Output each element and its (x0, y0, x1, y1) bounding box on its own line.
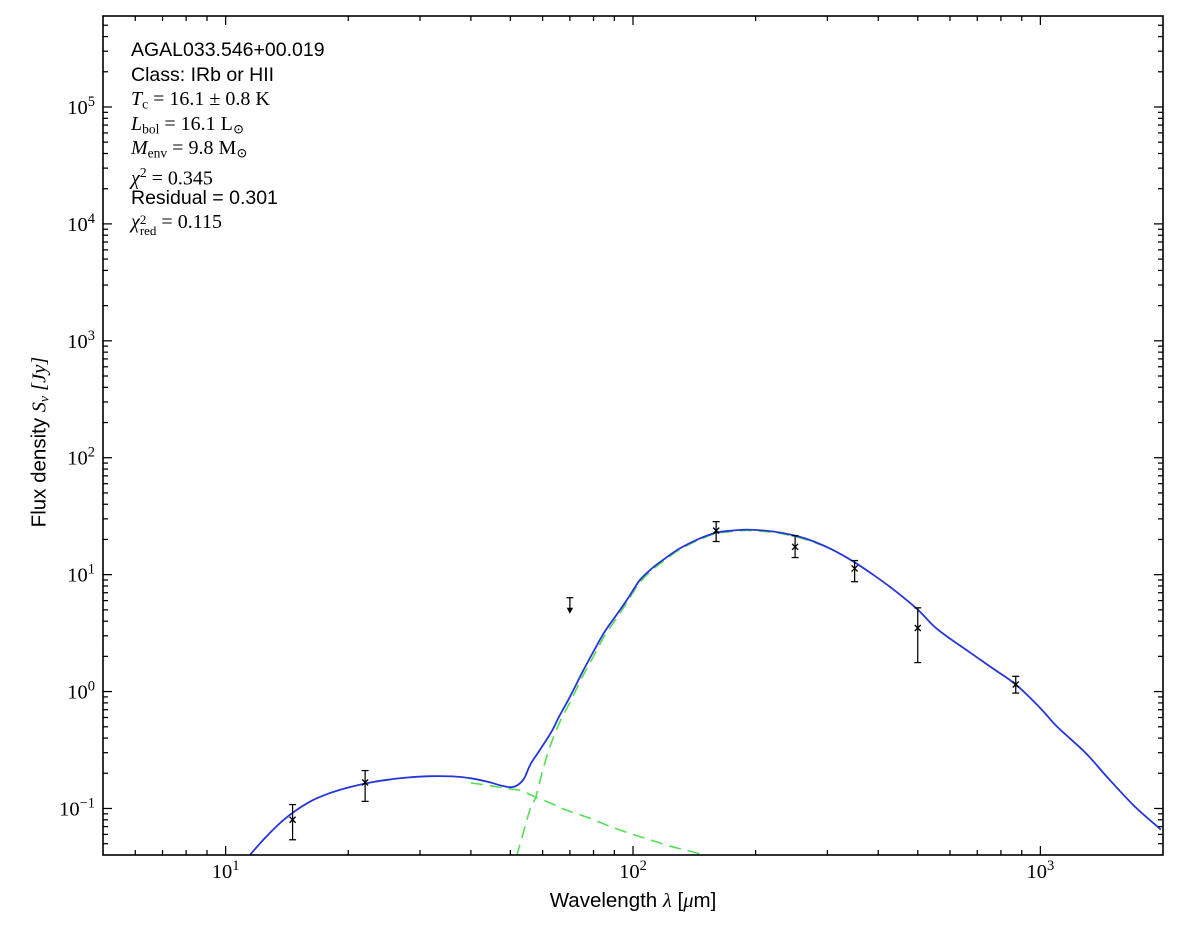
text-segment: λ (662, 890, 672, 912)
text-segment: bol (142, 121, 160, 137)
annotation-chi-square-reduced: χ 2 red = 0.115 (131, 210, 325, 238)
text-segment: L (131, 112, 143, 135)
data-point (712, 521, 720, 543)
y-tick-label: 10−1 (59, 795, 95, 820)
text-segment: ν (36, 395, 52, 402)
text-segment: ⊙ (236, 145, 248, 161)
text-segment: ] (28, 356, 51, 365)
annotation-class-line: Class: IRb or HII (131, 63, 325, 88)
text-segment: [ (28, 382, 51, 396)
x-tick-label: 102 (619, 858, 647, 883)
text-segment: Wavelength (549, 889, 663, 912)
text-segment: S (28, 401, 51, 413)
annotation-chi-square: χ2 = 0.345 (131, 161, 325, 190)
y-tick-label: 100 (67, 679, 95, 704)
upper-limit-arrow (566, 597, 574, 614)
x-axis-label: Wavelength λ [μm] (550, 889, 717, 913)
fit-annotation-block: AGAL033.546+00.019 Class: IRb or HII Tc = … (131, 38, 325, 238)
annotation-temperature: Tc = 16.1 ± 0.8 K (131, 87, 325, 112)
text-segment: μ (683, 890, 694, 912)
y-tick-label: 101 (67, 562, 95, 587)
text-segment: χ (131, 211, 140, 234)
text-segment: AGAL033.546+00.019 (131, 39, 325, 61)
annotation-envelope-mass: Menv = 9.8 M⊙ (131, 136, 325, 161)
text-segment: T (131, 88, 143, 111)
text-segment: env (147, 145, 168, 161)
model-curves (248, 528, 1162, 855)
text-segment: = 16.1 L (159, 112, 233, 135)
curve-cold-component (516, 529, 828, 855)
y-tick-label: 104 (67, 211, 96, 236)
y-tick-label: 102 (67, 445, 95, 470)
data-point (914, 607, 922, 664)
text-segment: = 9.8 M (167, 137, 237, 160)
annotation-luminosity: Lbol = 16.1 L⊙ (131, 112, 325, 137)
text-segment: Jy (28, 364, 51, 383)
data-point (361, 769, 369, 803)
text-segment: Residual = 0.301 (131, 186, 278, 209)
text-segment: [ (671, 889, 684, 912)
curve-total-model-fit (248, 528, 1162, 855)
text-segment: = 0.345 (146, 167, 213, 190)
data-point (1012, 675, 1020, 694)
text-segment: = 0.115 (156, 211, 222, 234)
tick-labels: 101 102 103 10−1 100 101 102 103 104 105 (59, 94, 1054, 883)
x-tick-label: 101 (212, 858, 240, 883)
data-point (289, 803, 297, 841)
annotation-residual: Residual = 0.301 (131, 186, 325, 211)
text-segment: m] (693, 889, 717, 912)
data-points (289, 521, 1020, 841)
text-segment: Flux density (27, 412, 51, 528)
y-tick-label: 105 (67, 94, 95, 119)
text-segment: c (142, 96, 149, 112)
x-tick-label: 103 (1026, 858, 1054, 883)
y-axis-label: Flux density Sν [Jy] (27, 357, 52, 528)
text-segment: = 16.1 ± 0.8 K (148, 88, 270, 111)
text-segment: 2 (139, 164, 147, 180)
data-point (791, 535, 799, 559)
y-tick-label: 103 (67, 328, 95, 353)
annotation-source-name: AGAL033.546+00.019 (131, 38, 325, 63)
axis-ticks (103, 16, 1163, 855)
sup-sub-stack: 2 red (139, 212, 157, 238)
curve-warm-component (470, 782, 707, 855)
data-point (851, 559, 859, 583)
text-segment: Class: IRb or HII (131, 63, 275, 86)
text-segment: ⊙ (232, 121, 245, 137)
text-segment: M (131, 137, 148, 160)
text-segment: χ (131, 167, 140, 190)
